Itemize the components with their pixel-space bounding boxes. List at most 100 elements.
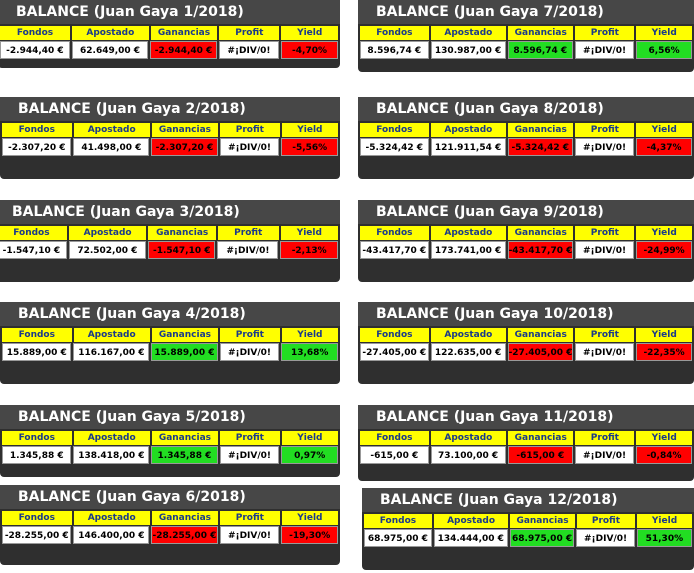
- header-cell: Apostado: [68, 226, 147, 240]
- data-cell: 138.418,00 €: [73, 446, 150, 464]
- data-cell: -2.307,20 €: [2, 138, 72, 156]
- data-cell: 173.741,00 €: [430, 241, 506, 259]
- data-cell: 146.400,00 €: [73, 526, 150, 544]
- data-row: -27.405,00 €122.635,00 € -27.405,00 € #¡DI…: [358, 343, 694, 361]
- header-cell: Fondos: [364, 514, 432, 528]
- data-cell: -43.417,70 €: [360, 241, 429, 259]
- panel-title: BALANCE (Juan Gaya 1/2018): [0, 0, 340, 24]
- data-cell: 8.596,74 €: [507, 41, 573, 59]
- data-cell: -5,56%: [281, 138, 338, 156]
- header-cell: Ganancias: [148, 226, 216, 240]
- data-cell: #¡DIV/0!: [576, 529, 635, 547]
- data-row: -615,00 €73.100,00 € -615,00 € #¡DIV/0! -0,…: [358, 446, 694, 464]
- data-cell: 8.596,74 €: [360, 41, 429, 59]
- panel-title: BALANCE (Juan Gaya 6/2018): [0, 485, 340, 509]
- data-cell: 73.100,00 €: [430, 446, 506, 464]
- header-row: Fondos Apostado Ganancias Profit Yield: [358, 226, 694, 240]
- data-cell: #¡DIV/0!: [219, 343, 280, 361]
- panel-title: BALANCE (Juan Gaya 11/2018): [358, 405, 694, 429]
- header-cell: Ganancias: [508, 328, 574, 342]
- data-cell: -2.944,40 €: [0, 41, 70, 59]
- header-cell: Ganancias: [510, 514, 575, 528]
- header-cell: Fondos: [0, 26, 70, 40]
- data-cell: 15.889,00 €: [2, 343, 72, 361]
- data-cell: 130.987,00 €: [430, 41, 506, 59]
- header-cell: Profit: [220, 123, 280, 137]
- balance-panel: BALANCE (Juan Gaya 5/2018) Fondos Apostado…: [0, 405, 340, 477]
- header-cell: Apostado: [430, 328, 506, 342]
- balance-panel: BALANCE (Juan Gaya 8/2018) Fondos Apostado…: [358, 97, 694, 179]
- data-cell: -4,37%: [636, 138, 693, 156]
- header-cell: Profit: [576, 514, 636, 528]
- data-cell: 0,97%: [281, 446, 338, 464]
- balance-panel: BALANCE (Juan Gaya 6/2018) Fondos Apostado…: [0, 485, 340, 565]
- balance-panel: BALANCE (Juan Gaya 2/2018) Fondos Apostado…: [0, 97, 340, 179]
- data-cell: 134.444,00 €: [433, 529, 508, 547]
- data-row: -43.417,70 €173.741,00 € -43.417,70 € #¡DI…: [358, 241, 694, 259]
- header-cell: Apostado: [430, 26, 506, 40]
- header-cell: Apostado: [433, 514, 509, 528]
- header-row: Fondos Apostado Ganancias Profit Yield: [0, 511, 340, 525]
- header-cell: Fondos: [360, 226, 429, 240]
- data-cell: 41.498,00 €: [73, 138, 150, 156]
- header-cell: Profit: [575, 431, 635, 445]
- data-cell: #¡DIV/0!: [219, 526, 280, 544]
- data-cell: -615,00 €: [507, 446, 573, 464]
- data-cell: -22,35%: [636, 343, 693, 361]
- header-cell: Yield: [636, 26, 692, 40]
- header-row: Fondos Apostado Ganancias Profit Yield: [358, 26, 694, 40]
- data-cell: #¡DIV/0!: [219, 446, 280, 464]
- data-cell: -24,99%: [636, 241, 693, 259]
- header-cell: Yield: [637, 514, 692, 528]
- header-cell: Yield: [281, 328, 339, 342]
- data-cell: #¡DIV/0!: [575, 241, 635, 259]
- header-row: Fondos Apostado Ganancias Profit Yield: [0, 226, 340, 240]
- data-cell: -1.547,10 €: [148, 241, 216, 259]
- balance-panel: BALANCE (Juan Gaya 11/2018) Fondos Apostad…: [358, 405, 694, 481]
- header-cell: Apostado: [73, 123, 150, 137]
- data-cell: -5.324,42 €: [360, 138, 429, 156]
- data-cell: 13,68%: [281, 343, 338, 361]
- data-cell: #¡DIV/0!: [575, 343, 635, 361]
- header-row: Fondos Apostado Ganancias Profit Yield: [0, 26, 340, 40]
- data-cell: 15.889,00 €: [151, 343, 218, 361]
- data-cell: -4,70%: [281, 41, 338, 59]
- data-cell: -2,13%: [280, 241, 338, 259]
- header-cell: Apostado: [73, 431, 150, 445]
- header-cell: Ganancias: [150, 26, 218, 40]
- header-cell: Fondos: [360, 328, 429, 342]
- data-cell: 62.649,00 €: [71, 41, 149, 59]
- header-cell: Apostado: [430, 226, 506, 240]
- panel-title: BALANCE (Juan Gaya 12/2018): [362, 488, 694, 512]
- header-cell: Fondos: [2, 123, 72, 137]
- data-cell: -27.405,00 €: [507, 343, 573, 361]
- header-cell: Yield: [636, 328, 692, 342]
- balance-panel: BALANCE (Juan Gaya 3/2018) Fondos Apostado…: [0, 200, 340, 282]
- header-cell: Yield: [281, 26, 339, 40]
- header-cell: Yield: [636, 226, 692, 240]
- header-cell: Profit: [575, 26, 635, 40]
- header-cell: Fondos: [2, 431, 72, 445]
- data-row: -2.307,20 €41.498,00 € -2.307,20 € #¡DIV/0…: [0, 138, 340, 156]
- data-row: 68.975,00 €134.444,00 €68.975,00 € #¡DIV/…: [362, 529, 694, 547]
- panel-title: BALANCE (Juan Gaya 4/2018): [0, 302, 340, 326]
- balance-panel: BALANCE (Juan Gaya 9/2018) Fondos Apostado…: [358, 200, 694, 282]
- balance-panel: BALANCE (Juan Gaya 7/2018) Fondos Apostado…: [358, 0, 694, 72]
- data-cell: -1.547,10 €: [0, 241, 67, 259]
- header-cell: Fondos: [0, 226, 67, 240]
- header-cell: Ganancias: [151, 328, 219, 342]
- data-cell: #¡DIV/0!: [575, 41, 635, 59]
- data-cell: 121.911,54 €: [430, 138, 506, 156]
- header-cell: Profit: [575, 226, 635, 240]
- header-cell: Apostado: [430, 123, 506, 137]
- data-cell: 68.975,00 €: [364, 529, 432, 547]
- header-cell: Fondos: [2, 328, 72, 342]
- header-cell: Apostado: [73, 511, 150, 525]
- data-cell: -5.324,42 €: [507, 138, 573, 156]
- balance-panel: BALANCE (Juan Gaya 4/2018) Fondos Apostado…: [0, 302, 340, 384]
- header-row: Fondos Apostado Ganancias Profit Yield: [362, 514, 694, 528]
- data-cell: 116.167,00 €: [73, 343, 150, 361]
- data-cell: 1.345,88 €: [151, 446, 218, 464]
- data-cell: 1.345,88 €: [2, 446, 72, 464]
